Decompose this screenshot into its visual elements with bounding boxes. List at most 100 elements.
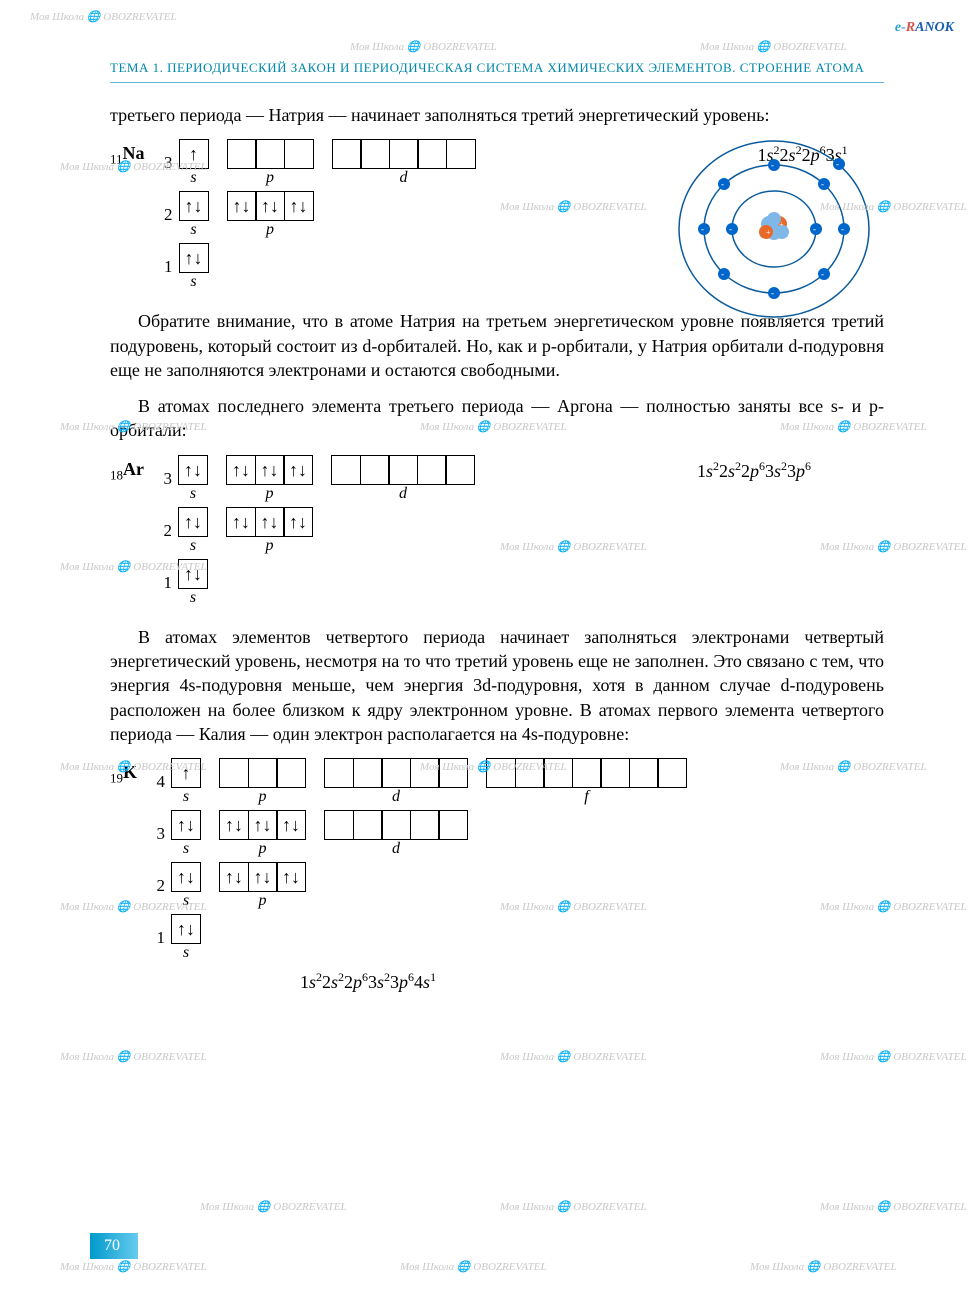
orbital-cell: ↑↓ <box>284 191 314 221</box>
orbital-cell <box>284 139 314 169</box>
orbital-cell <box>331 455 361 485</box>
watermark: Моя Школа 🌐 OBOZREVATEL <box>700 40 847 53</box>
orbital-cell: ↑↓ <box>283 455 313 485</box>
orbital-cell <box>353 758 383 788</box>
sublevel-label: d <box>399 485 407 503</box>
sublevel-label: s <box>183 892 189 910</box>
orbital-cell <box>417 455 447 485</box>
orbital-row: 2↑↓s↑↓↑↓↑↓p <box>154 507 493 555</box>
watermark: Моя Школа 🌐 OBOZREVATEL <box>350 40 497 53</box>
orbital-cell <box>515 758 545 788</box>
watermark: Моя Школа 🌐 OBOZREVATEL <box>60 1050 207 1063</box>
orbital-row: 1 ↑↓s <box>155 243 494 291</box>
orbital-cell <box>445 455 475 485</box>
electron-config-k: 1s22s22p63s23p64s1 <box>300 970 436 993</box>
orbital-row: 3↑spd <box>155 139 494 187</box>
orbital-cell: ↑↓ <box>171 914 201 944</box>
orbital-cell: ↑↓ <box>226 507 256 537</box>
orbital-group-d: d <box>324 758 468 806</box>
orbital-cell <box>324 758 354 788</box>
orbital-cell <box>657 758 687 788</box>
level-number: 2 <box>155 205 173 225</box>
orbital-group-p: ↑↓↑↓↑↓p <box>219 862 306 910</box>
orbital-cell <box>381 810 411 840</box>
orbital-cell <box>417 139 447 169</box>
orbital-group-s: ↑↓s <box>171 862 201 910</box>
orbital-cell <box>446 139 476 169</box>
sublevel-label: s <box>190 273 196 291</box>
orbital-cell: ↑↓ <box>227 191 257 221</box>
svg-text:-: - <box>771 160 774 170</box>
sublevel-label: s <box>190 537 196 555</box>
orbital-cell: ↑↓ <box>226 455 256 485</box>
orbital-cell: ↑↓ <box>179 243 209 273</box>
orbital-cell <box>389 139 419 169</box>
orbital-cell: ↑ <box>171 758 201 788</box>
publisher-logo: e-RANOK <box>895 20 954 36</box>
orbital-diagram-k: 19K 4↑spdf3↑↓s↑↓↑↓↑↓pd2↑↓s↑↓↑↓↑↓p1↑↓s 1s… <box>110 758 884 993</box>
sublevel-label: s <box>190 485 196 503</box>
orbital-cell <box>572 758 602 788</box>
level-number: 2 <box>147 876 165 896</box>
orbital-cell <box>543 758 573 788</box>
level-number: 4 <box>147 772 165 792</box>
orbital-cell <box>381 758 411 788</box>
svg-text:-: - <box>841 224 844 234</box>
orbital-cell: ↑↓ <box>219 810 249 840</box>
orbital-cell: ↑↓ <box>255 507 285 537</box>
orbital-cell <box>353 810 383 840</box>
sublevel-label: p <box>259 788 267 806</box>
element-label-k: 19K <box>110 762 137 787</box>
orbital-cell: ↑↓ <box>178 507 208 537</box>
sublevel-label: p <box>266 485 274 503</box>
orbital-cell <box>248 758 278 788</box>
orbital-group-d: d <box>332 139 476 187</box>
paragraph-4: В атомах элементов четвертого периода на… <box>110 625 884 746</box>
sublevel-label: s <box>190 169 196 187</box>
sublevel-label: p <box>259 892 267 910</box>
orbital-cell: ↑ <box>179 139 209 169</box>
orbital-cell <box>438 758 468 788</box>
sublevel-label: d <box>400 169 408 187</box>
orbital-group-p: p <box>219 758 306 806</box>
svg-text:-: - <box>721 179 724 189</box>
sublevel-label: p <box>266 169 274 187</box>
orbital-group-d: d <box>324 810 468 858</box>
orbital-group-s: ↑↓s <box>178 507 208 555</box>
orbital-cell <box>629 758 659 788</box>
chapter-header: ТЕМА 1. ПЕРИОДИЧЕСКИЙ ЗАКОН И ПЕРИОДИЧЕС… <box>110 60 884 83</box>
orbital-group-p: ↑↓↑↓↑↓p <box>219 810 306 858</box>
orbital-cell: ↑↓ <box>248 862 278 892</box>
sublevel-label: s <box>183 840 189 858</box>
orbital-cell <box>410 758 440 788</box>
orbital-row: 1↑↓s <box>147 914 705 962</box>
element-label-ar: 18Ar <box>110 459 144 484</box>
svg-text:-: - <box>701 224 704 234</box>
orbital-cell <box>219 758 249 788</box>
page-number: 70 <box>90 1233 138 1259</box>
orbital-row: 2↑↓s↑↓↑↓↑↓p <box>147 862 705 910</box>
sublevel-label: p <box>266 537 274 555</box>
element-label-na: 11Na <box>110 143 145 168</box>
atom-model-diagram: + + - - - - - - - - - - - <box>674 129 874 329</box>
paragraph-1: третьего периода — Натрия — начинает зап… <box>110 103 884 127</box>
watermark: Моя Школа 🌐 OBOZREVATEL <box>500 1050 647 1063</box>
orbital-cell <box>600 758 630 788</box>
orbital-cell: ↑↓ <box>248 810 278 840</box>
watermark: Моя Школа 🌐 OBOZREVATEL <box>500 1200 647 1213</box>
watermark: Моя Школа 🌐 OBOZREVATEL <box>400 1260 547 1273</box>
level-number: 1 <box>155 257 173 277</box>
orbital-group-p: ↑↓↑↓↑↓p <box>226 455 313 503</box>
svg-text:+: + <box>779 220 784 229</box>
orbital-cell <box>255 139 285 169</box>
sublevel-label: p <box>259 840 267 858</box>
orbital-cell: ↑↓ <box>171 862 201 892</box>
svg-text:-: - <box>729 224 732 234</box>
orbital-cell: ↑↓ <box>255 191 285 221</box>
watermark: Моя Школа 🌐 OBOZREVATEL <box>820 1200 967 1213</box>
orbital-group-p: ↑↓↑↓↑↓p <box>227 191 314 239</box>
orbital-cell <box>360 139 390 169</box>
orbital-cell: ↑↓ <box>276 810 306 840</box>
orbital-cell: ↑↓ <box>178 455 208 485</box>
orbital-cell <box>388 455 418 485</box>
